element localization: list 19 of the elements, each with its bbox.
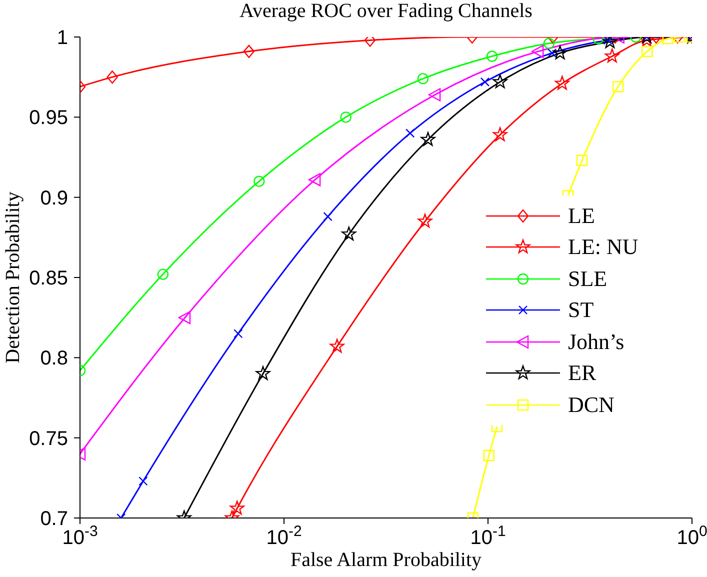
y-tick-label: 0.85 (29, 268, 68, 290)
x-tick-label: 10$^{0}$ (676, 522, 707, 549)
y-tick-label: 0.9 (40, 187, 68, 210)
y-axis-title: Detection Probability (2, 192, 24, 364)
legend-label: LE (568, 202, 595, 229)
y-tick-label: 0.95 (29, 107, 68, 130)
x-tick-label: 10$^{-2}$ (266, 522, 302, 549)
y-tick-label: 0.8 (40, 348, 68, 370)
y-tick-label: 1 (56, 27, 68, 49)
chart-title: Average ROC over Fading Channels (238, 0, 534, 23)
y-tick-label: 0.75 (29, 428, 68, 450)
legend-label: John’s (568, 328, 624, 355)
legend-label: ST (568, 297, 594, 324)
x-axis-title: False Alarm Probability (290, 549, 482, 571)
legend-label: SLE (568, 266, 608, 292)
x-tick-label: 10$^{-1}$ (470, 522, 506, 549)
legend-label: LE: NU (568, 234, 638, 260)
legend-label: DCN (568, 392, 614, 418)
legend-label: ER (568, 360, 596, 386)
